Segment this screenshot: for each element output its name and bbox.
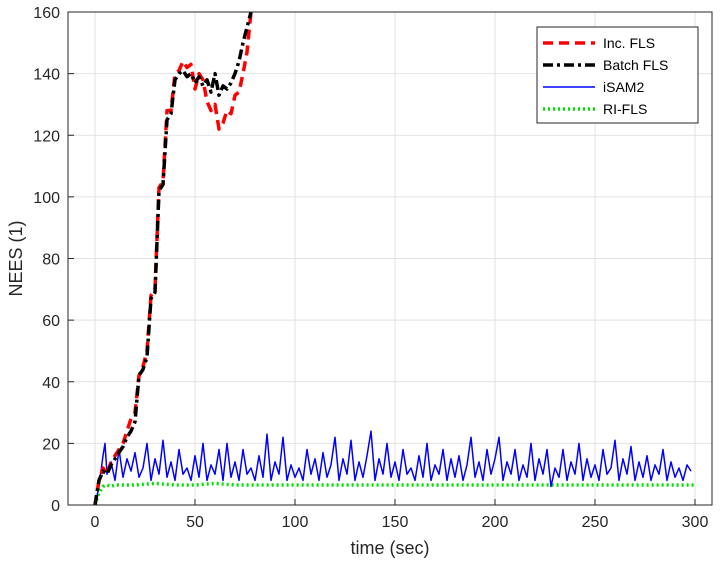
y-tick-label: 80 xyxy=(42,252,60,269)
x-tick-label: 150 xyxy=(382,514,409,531)
series-line-ri-fls xyxy=(93,481,695,505)
y-axis: 0 20 40 60 80 100 120 140 160 xyxy=(33,5,74,515)
legend-label-isam2: iSAM2 xyxy=(603,79,644,95)
x-tick-label: 100 xyxy=(282,514,309,531)
series-line-inc-fls xyxy=(93,12,253,505)
legend-label-batch-fls: Batch FLS xyxy=(603,57,668,73)
series-layer xyxy=(93,12,695,505)
y-tick-label: 60 xyxy=(42,313,60,330)
y-tick-label: 120 xyxy=(33,128,60,145)
y-tick-label: 20 xyxy=(42,436,60,453)
x-tick-label: 200 xyxy=(482,514,509,531)
y-tick-label: 100 xyxy=(33,190,60,207)
y-tick-label: 140 xyxy=(33,67,60,84)
series-line-batch-fls xyxy=(93,12,253,505)
x-axis: 0 50 100 150 200 250 300 xyxy=(91,499,709,531)
series-line-isam2 xyxy=(94,430,692,505)
y-tick-label: 40 xyxy=(42,375,60,392)
y-axis-title: NEES (1) xyxy=(6,220,26,296)
y-tick-label: 0 xyxy=(51,498,60,515)
legend-label-inc-fls: Inc. FLS xyxy=(603,35,655,51)
legend-label-ri-fls: RI-FLS xyxy=(603,101,647,117)
x-tick-label: 0 xyxy=(91,514,100,531)
legend: Inc. FLS Batch FLS iSAM2 RI-FLS xyxy=(536,26,699,124)
y-tick-label: 160 xyxy=(33,5,60,22)
x-tick-label: 300 xyxy=(682,514,709,531)
x-tick-label: 250 xyxy=(582,514,609,531)
x-tick-label: 50 xyxy=(186,514,204,531)
x-axis-title: time (sec) xyxy=(350,538,429,558)
